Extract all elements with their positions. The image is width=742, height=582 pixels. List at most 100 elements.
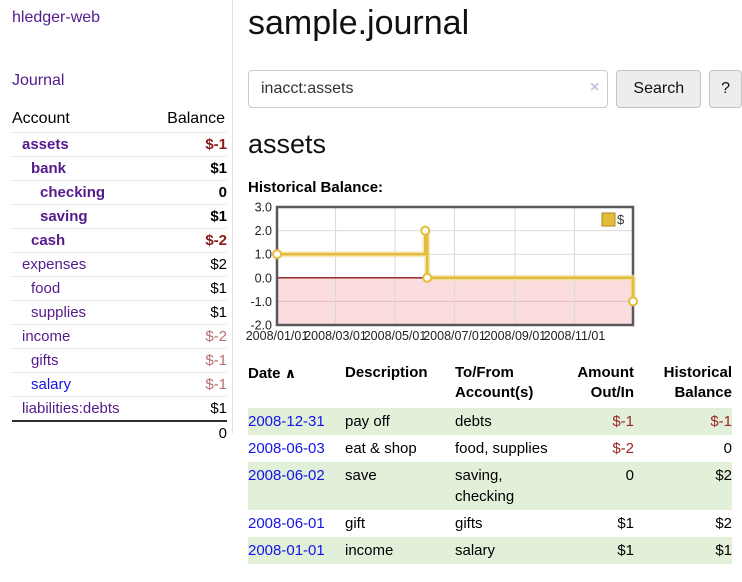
main-content: sample.journal × Search ? assets Histori… — [246, 0, 742, 564]
account-heading: assets — [248, 129, 327, 159]
transaction-description: income — [345, 542, 394, 559]
transactions-table: Date ∧ Description To/From Account(s) Am… — [248, 361, 732, 564]
account-balance: $2 — [150, 252, 227, 277]
transaction-accounts: salary — [455, 542, 496, 559]
account-link[interactable]: assets — [22, 135, 69, 153]
historical-balance-chart: $3.0 2.0 1.0 0.0 -1.0 -2.02008/01/012008/03/0… — [246, 202, 638, 343]
account-balance: $-2 — [150, 228, 227, 253]
svg-text:2008/03/01: 2008/03/01 — [304, 329, 367, 343]
account-balance: $1 — [150, 396, 227, 421]
account-row: expenses $2 — [12, 252, 227, 277]
transaction-balance: 0 — [723, 440, 732, 457]
transactions-body: 2008-12-31 pay off debts $-1 $-1 2008-06-03 ea… — [248, 408, 732, 564]
account-balance: $-2 — [150, 324, 227, 349]
account-row: salary $-1 — [12, 372, 227, 397]
transaction-row: 2008-06-02 save saving, checking 0 $2 — [248, 462, 732, 510]
transaction-description: save — [345, 467, 377, 484]
transaction-balance: $2 — [715, 467, 732, 484]
transaction-row: 2008-06-01 gift gifts $1 $2 — [248, 510, 732, 537]
transaction-amount: $1 — [617, 515, 634, 532]
transaction-row: 2008-12-31 pay off debts $-1 $-1 — [248, 408, 732, 435]
column-header-tofrom: To/From Account(s) — [455, 364, 534, 401]
accounts-header-account: Account — [12, 110, 70, 127]
transaction-description: gift — [345, 515, 366, 532]
account-balance: $1 — [150, 156, 227, 181]
date-link[interactable]: 2008-06-02 — [248, 467, 325, 484]
account-balance: $-1 — [150, 132, 227, 157]
transaction-amount: $-1 — [612, 413, 634, 430]
search-button[interactable]: Search — [616, 70, 702, 108]
account-link[interactable]: income — [22, 327, 71, 345]
accounts-header-balance: Balance — [167, 110, 225, 127]
column-header-date[interactable]: Date ∧ — [248, 365, 297, 382]
help-button[interactable]: ? — [709, 70, 742, 108]
account-row: gifts $-1 — [12, 348, 227, 373]
account-link[interactable]: liabilities:debts — [22, 399, 120, 417]
accounts-table: Account Balance assets $-1 bank $1 checking 0… — [12, 108, 227, 445]
account-balance: $1 — [150, 276, 227, 301]
svg-text:2008/11/01: 2008/11/01 — [544, 329, 606, 343]
svg-text:2008/01/01: 2008/01/01 — [246, 329, 309, 343]
transaction-accounts: debts — [455, 413, 492, 430]
account-row: food $1 — [12, 276, 227, 301]
account-link[interactable]: checking — [40, 183, 106, 201]
svg-text:0.0: 0.0 — [255, 271, 272, 285]
transaction-balance: $1 — [715, 542, 732, 559]
page-title: sample.journal — [248, 4, 470, 42]
account-link[interactable]: cash — [31, 231, 66, 249]
account-balance: 0 — [150, 180, 227, 205]
account-link[interactable]: expenses — [22, 255, 87, 273]
accounts-body: assets $-1 bank $1 checking 0 saving $1 cash $-2 e… — [12, 132, 227, 421]
svg-text:2008/07/01: 2008/07/01 — [423, 329, 486, 343]
transaction-row: 2008-06-03 eat & shop food, supplies $-2 0 — [248, 435, 732, 462]
account-row: cash $-2 — [12, 228, 227, 253]
sidebar: hledger-web Journal Account Balance asse… — [0, 0, 233, 445]
svg-text:3.0: 3.0 — [255, 202, 272, 215]
account-row: income $-2 — [12, 324, 227, 349]
svg-text:1.0: 1.0 — [255, 248, 272, 262]
svg-text:-1.0: -1.0 — [250, 295, 272, 309]
date-link[interactable]: 2008-12-31 — [248, 413, 325, 430]
account-link[interactable]: bank — [31, 159, 67, 177]
transaction-description: pay off — [345, 413, 390, 430]
account-link[interactable]: supplies — [31, 303, 87, 321]
svg-text:2008/05/01: 2008/05/01 — [364, 329, 427, 343]
account-row: saving $1 — [12, 204, 227, 229]
transaction-row: 2008-01-01 income salary $1 $1 — [248, 537, 732, 564]
transaction-amount: 0 — [625, 467, 634, 484]
date-link[interactable]: 2008-06-03 — [248, 440, 325, 457]
chart-title: Historical Balance: — [248, 179, 384, 196]
search-input-wrap: × — [248, 70, 609, 108]
transaction-description: eat & shop — [345, 440, 417, 457]
sidebar-item-journal[interactable]: Journal — [12, 72, 65, 89]
accounts-total-row: 0 — [12, 420, 227, 445]
account-balance: $1 — [150, 204, 227, 229]
column-header-description: Description — [345, 364, 428, 381]
account-row: checking 0 — [12, 180, 227, 205]
column-header-balance: Historical Balance — [663, 364, 732, 401]
account-link[interactable]: food — [31, 279, 61, 297]
account-link[interactable]: salary — [31, 375, 72, 393]
transaction-amount: $-2 — [612, 440, 634, 457]
svg-text:$: $ — [617, 212, 625, 227]
transactions-header-row: Date ∧ Description To/From Account(s) Am… — [248, 361, 732, 408]
account-link[interactable]: gifts — [31, 351, 59, 369]
clear-search-icon[interactable]: × — [590, 79, 600, 96]
account-link[interactable]: saving — [40, 207, 88, 225]
svg-text:-2.0: -2.0 — [250, 319, 272, 333]
svg-text:2008/09/01: 2008/09/01 — [484, 329, 547, 343]
svg-text:2.0: 2.0 — [255, 224, 272, 238]
date-link[interactable]: 2008-01-01 — [248, 542, 325, 559]
transaction-balance: $-1 — [710, 413, 732, 430]
search-input[interactable] — [248, 70, 609, 108]
transaction-accounts: food, supplies — [455, 440, 548, 457]
transaction-amount: $1 — [617, 542, 634, 559]
transaction-balance: $2 — [715, 515, 732, 532]
transaction-accounts: saving, checking — [455, 467, 515, 505]
date-link[interactable]: 2008-06-01 — [248, 515, 325, 532]
accounts-total-value: 0 — [150, 420, 227, 445]
column-header-amount: Amount Out/In — [577, 364, 634, 401]
app-brand-link[interactable]: hledger-web — [12, 9, 101, 26]
sort-ascending-icon: ∧ — [284, 365, 297, 381]
account-row: liabilities:debts $1 — [12, 396, 227, 421]
